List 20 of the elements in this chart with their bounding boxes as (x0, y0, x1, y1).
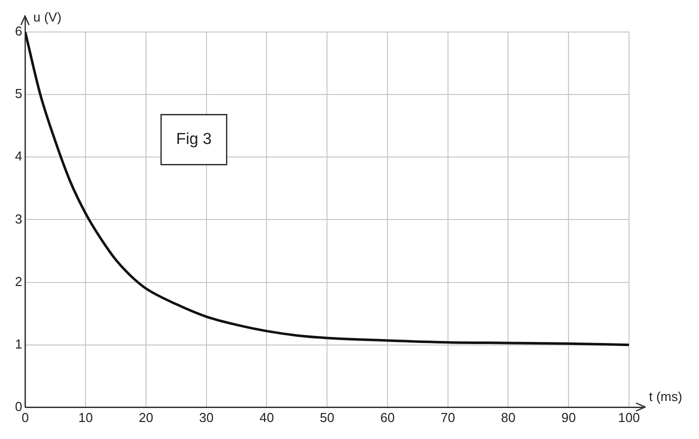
x-tick-label: 90 (561, 410, 576, 425)
x-tick-label: 80 (501, 410, 516, 425)
x-tick-label: 70 (440, 410, 456, 425)
y-tick-label: 4 (14, 148, 22, 164)
x-tick-label: 50 (320, 410, 334, 425)
x-tick-label: 100 (618, 410, 640, 425)
y-tick-label: 6 (14, 24, 22, 39)
x-tick-label: 40 (260, 410, 274, 425)
x-tick-label: 60 (380, 410, 395, 425)
x-tick-label: 20 (138, 410, 154, 425)
x-tick-label: 10 (78, 410, 93, 425)
y-tick-label: 1 (14, 336, 22, 352)
y-tick-label: 5 (14, 86, 22, 102)
x-axis-title: t (ms) (649, 388, 682, 404)
y-axis-title: u (V) (33, 10, 62, 25)
y-tick-label: 2 (14, 274, 22, 289)
x-tick-label: 30 (199, 410, 214, 425)
annotation: Fig 3 (176, 130, 212, 148)
y-tick-label: 3 (14, 211, 22, 226)
y-tick-label: 0 (14, 398, 22, 414)
